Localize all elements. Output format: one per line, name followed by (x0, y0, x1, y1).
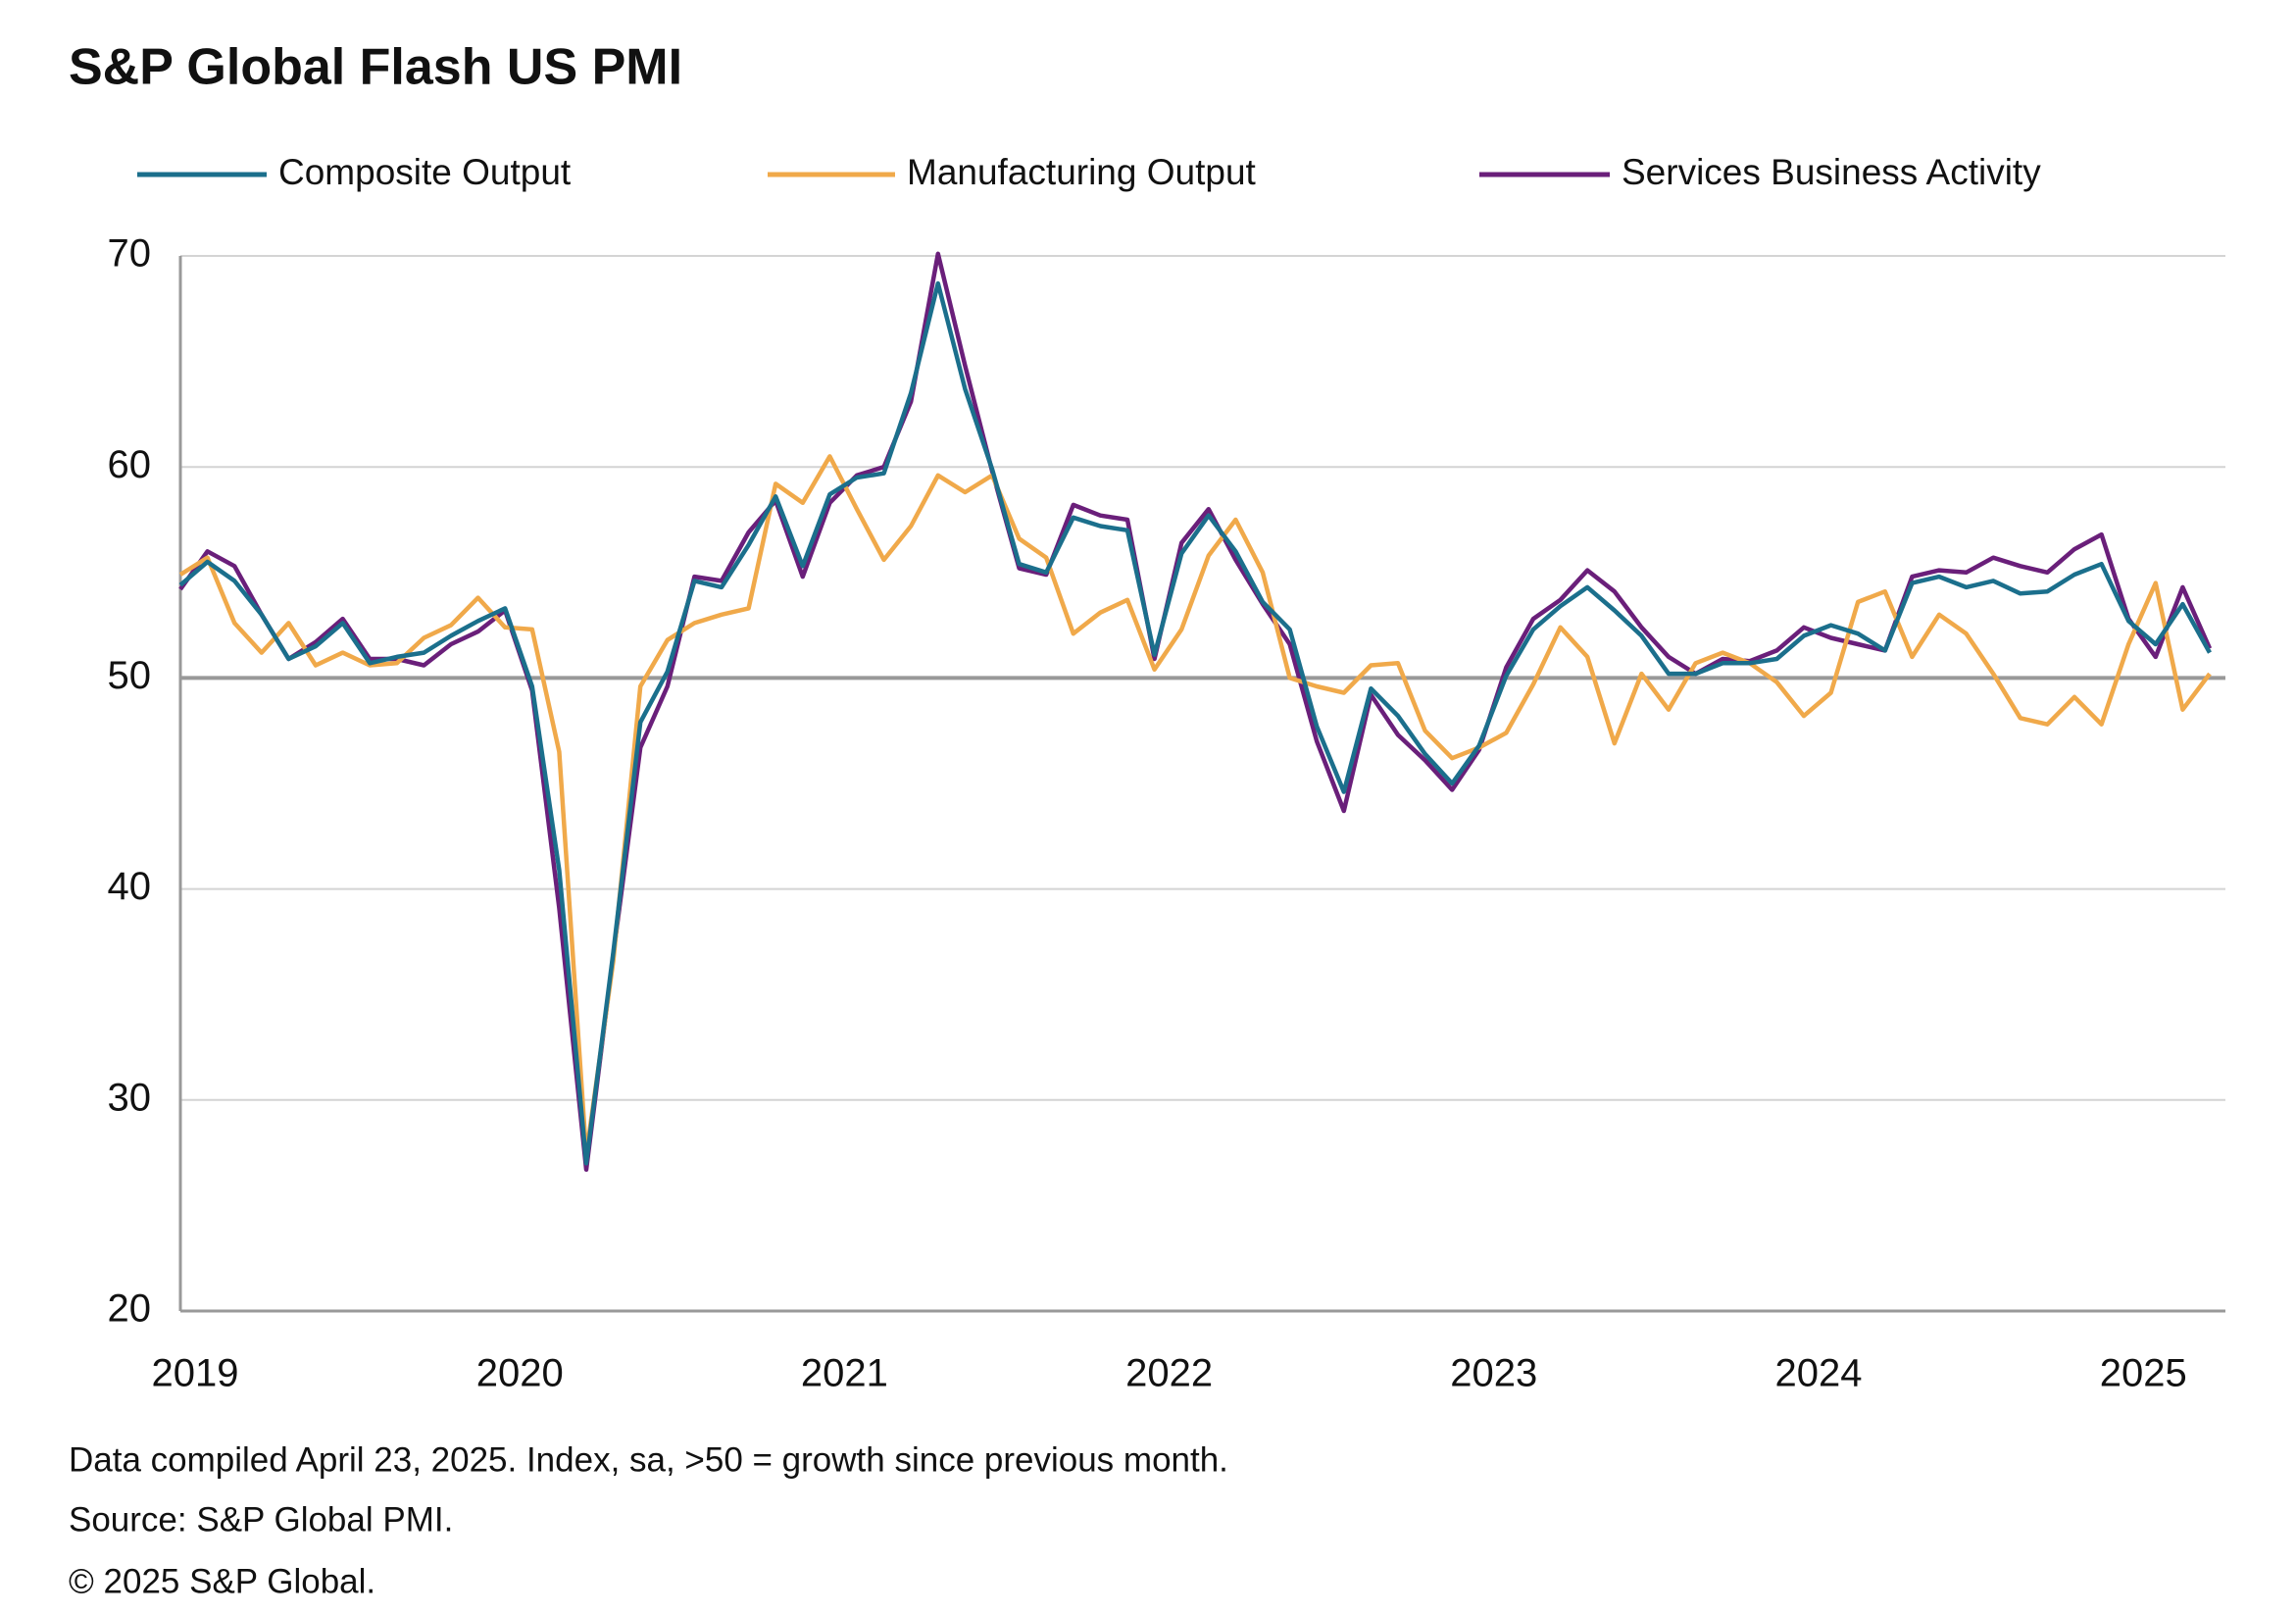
legend-label: Composite Output (278, 152, 572, 192)
x-tick-label: 2024 (1775, 1352, 1863, 1395)
legend-label: Services Business Activity (1622, 152, 2041, 192)
y-tick-label: 20 (108, 1287, 152, 1331)
legend-label: Manufacturing Output (907, 152, 1257, 192)
y-tick-label: 70 (108, 232, 152, 276)
x-tick-label: 2019 (152, 1352, 239, 1395)
series-line (178, 251, 2213, 1173)
x-tick-label: 2022 (1125, 1352, 1213, 1395)
series-line (178, 454, 2212, 1158)
x-tick-label: 2025 (2100, 1352, 2187, 1395)
footnote: Data compiled April 23, 2025. Index, sa,… (69, 1440, 1228, 1479)
y-tick-label: 50 (108, 654, 152, 697)
x-tick-label: 2023 (1450, 1352, 1537, 1395)
y-tick-label: 40 (108, 865, 152, 908)
y-tick-label: 30 (108, 1076, 152, 1119)
y-tick-label: 60 (108, 443, 152, 486)
chart-title: S&P Global Flash US PMI (69, 39, 682, 96)
x-tick-label: 2020 (476, 1352, 564, 1395)
footnote: © 2025 S&P Global. (69, 1562, 375, 1600)
x-tick-label: 2021 (801, 1352, 888, 1395)
series-line (178, 280, 2212, 1166)
footnote: Source: S&P Global PMI. (69, 1500, 453, 1538)
